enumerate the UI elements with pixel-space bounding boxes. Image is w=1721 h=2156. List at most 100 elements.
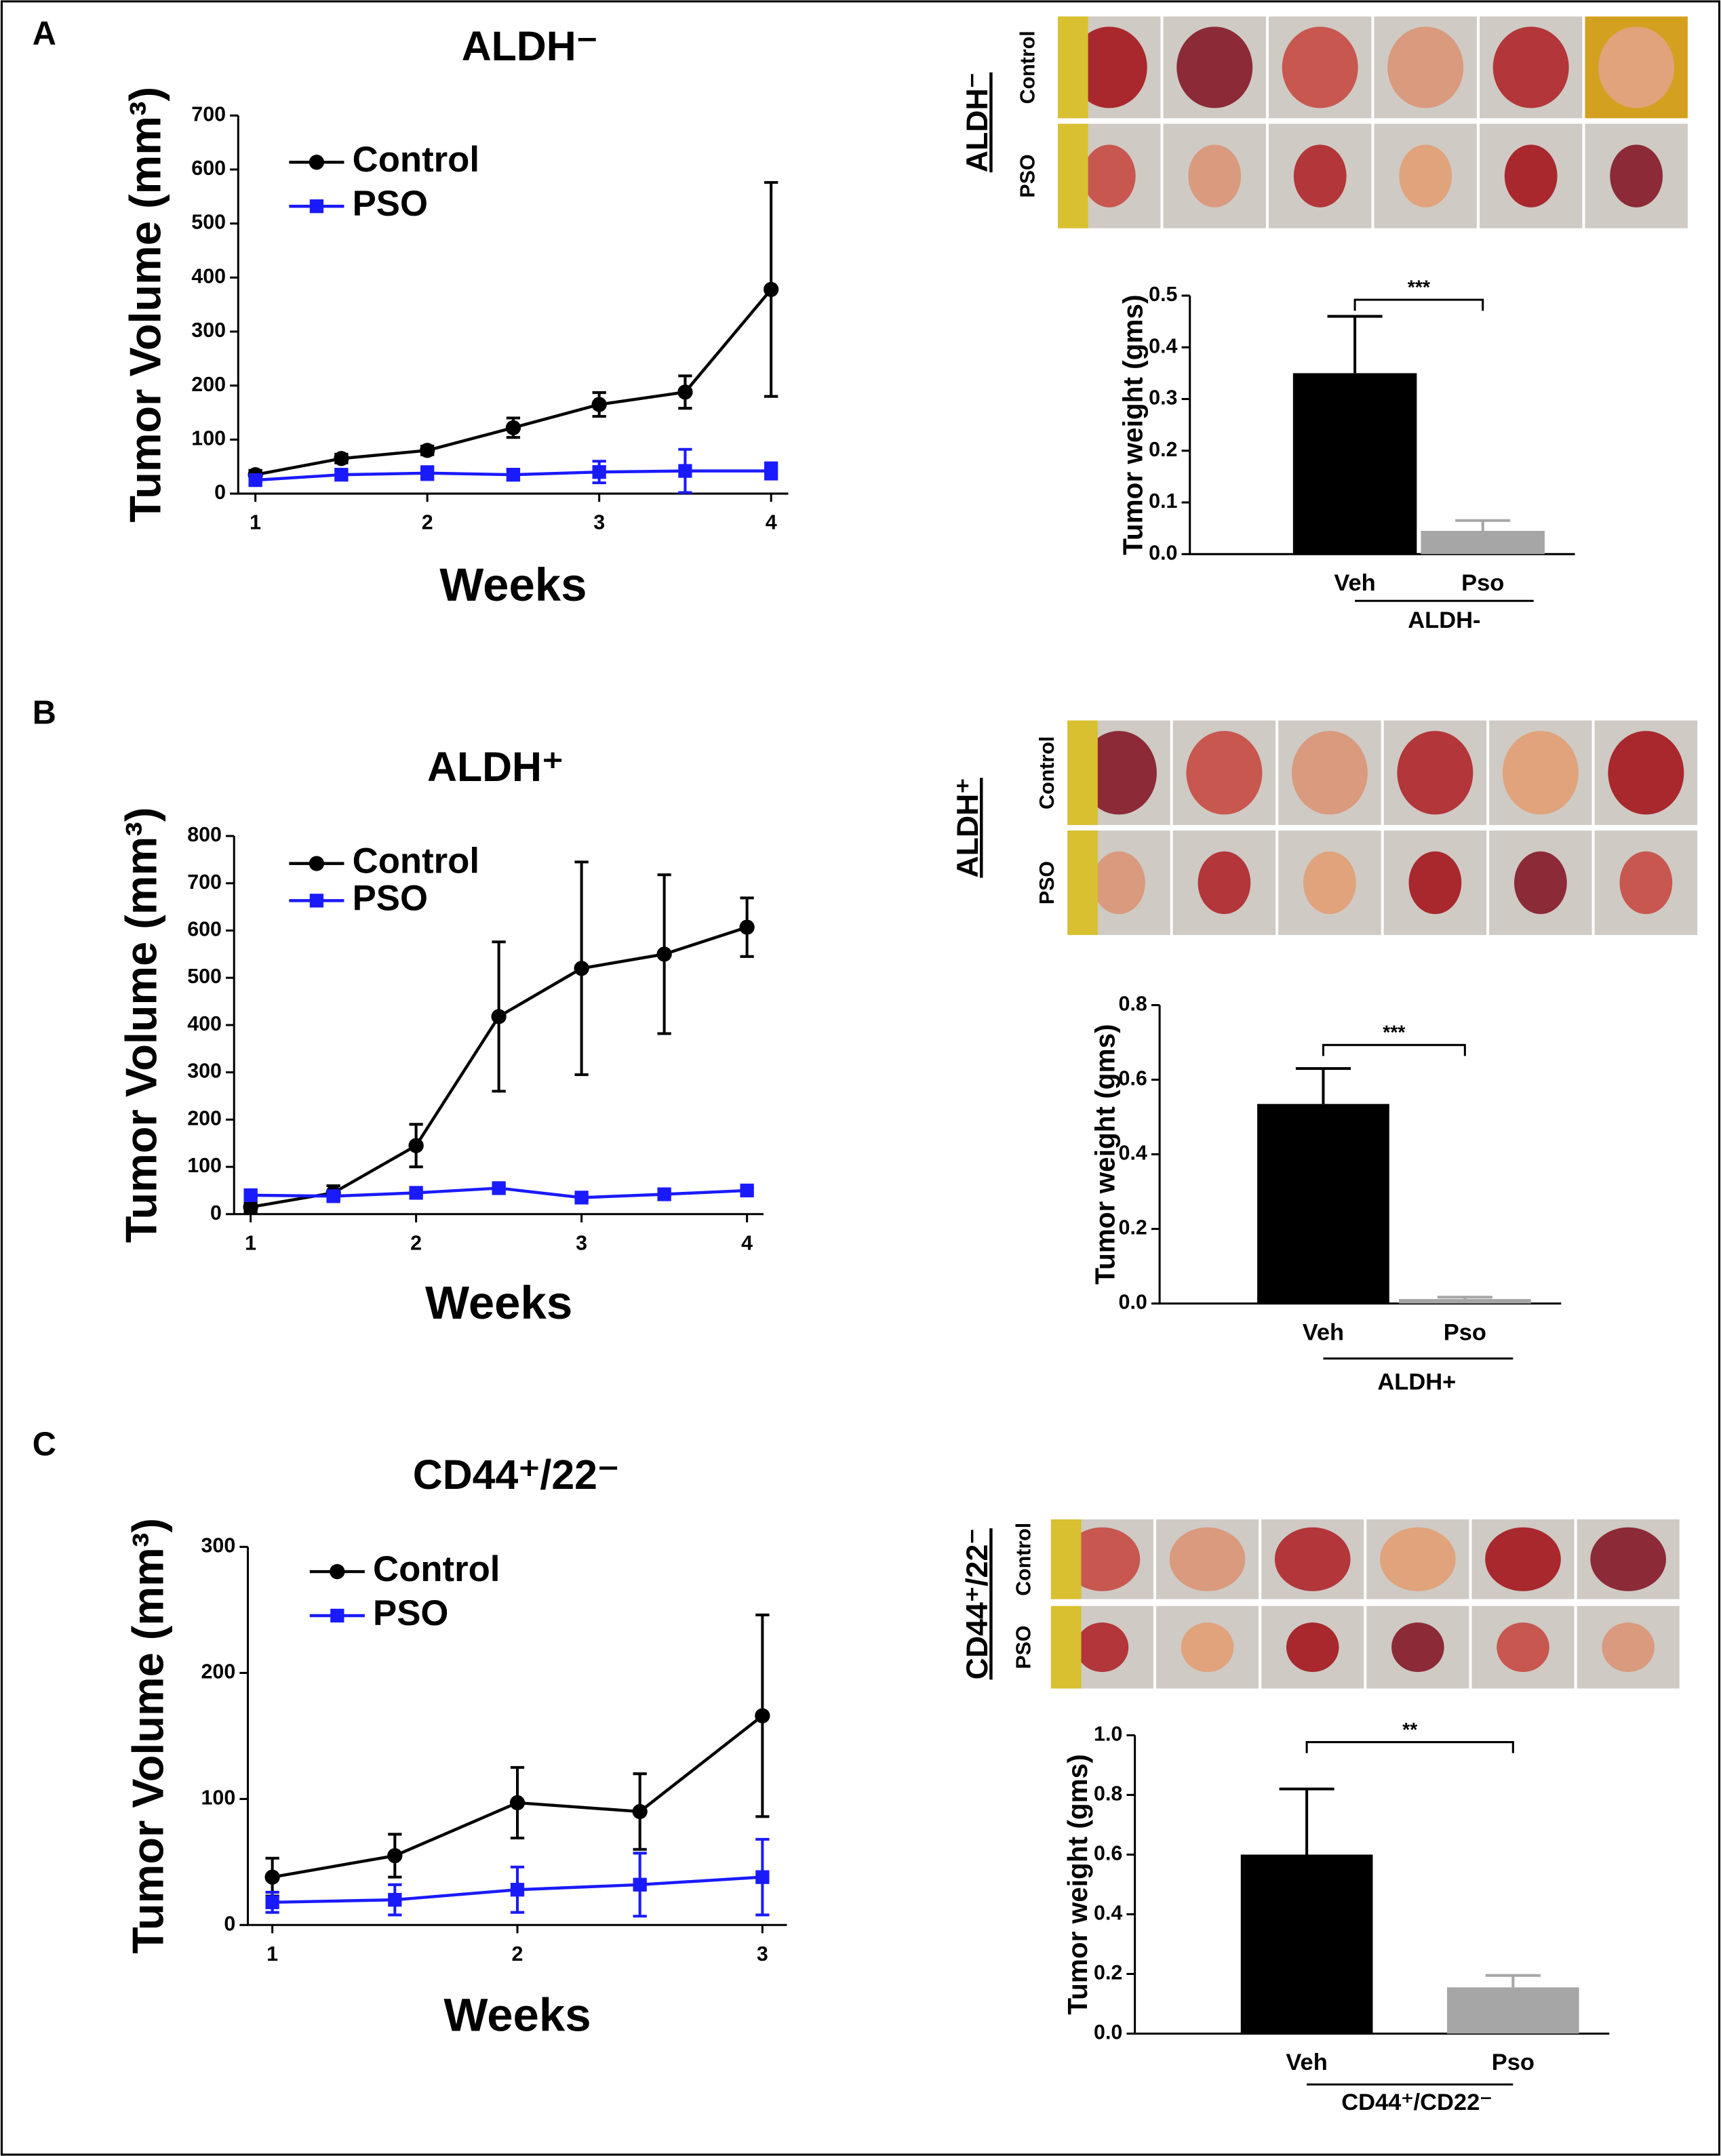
y-tick-label: 700 [187,871,222,894]
tumor [1514,851,1567,915]
bar [1421,530,1545,555]
y-tick-label: 400 [191,264,226,287]
y-tick-label: 0.0 [1149,541,1177,564]
tumor [1408,851,1462,915]
ruler [1067,720,1098,825]
legend-marker [330,1563,345,1580]
legend-marker [309,155,325,170]
tumor [1619,851,1673,915]
data-point [387,1848,403,1864]
x-tick-label: 3 [593,511,605,534]
data-point [492,1181,506,1195]
y-tick-label: 0 [224,1912,235,1935]
y-tick-label: 100 [201,1786,236,1809]
x-tick-label: Pso [1492,2050,1535,2075]
data-point [764,464,778,478]
data-point [243,1188,258,1203]
data-point [755,1870,770,1884]
data-point [739,919,755,935]
data-point [243,1199,258,1215]
bar [1292,373,1417,555]
tumor [1198,851,1251,915]
tumor [1380,1527,1456,1591]
y-axis-label: Tumor Volume (mm³) [123,1518,173,1954]
y-tick-label: 0.0 [1119,1291,1147,1314]
y-tick-label: 0.2 [1119,1216,1147,1239]
x-tick-label: 2 [422,511,433,534]
tumor [1092,851,1145,915]
data-point [592,465,606,479]
data-point [334,468,349,482]
bar [1398,1299,1531,1304]
data-point [591,397,607,412]
data-point [656,946,672,962]
data-point [248,473,262,487]
y-tick-label: 0.3 [1149,386,1177,410]
y-tick-label: 0.4 [1149,334,1177,357]
y-tick-label: 1.0 [1094,1722,1122,1745]
y-axis-label: Tumor Volume (mm³) [121,87,170,523]
data-point [632,1803,648,1820]
group-label: ALDH+ [1377,1369,1456,1395]
tumor [1169,1527,1246,1591]
y-tick-label: 100 [187,1154,222,1177]
data-point [740,1183,754,1198]
group-label: ALDH- [1408,607,1480,633]
tumor [1492,26,1569,108]
panel-letter: C [33,1426,56,1462]
legend-label: PSO [353,184,428,224]
tumor [1602,1622,1655,1673]
panel-letter: B [33,694,56,731]
significance-bracket [1305,1741,1514,1753]
significance-bracket [1353,298,1484,311]
data-point [509,1795,526,1811]
photo-row-label: PSO [1016,154,1039,197]
group-label: CD44⁺/CD22⁻ [1341,2090,1492,2115]
significance-label: *** [1408,277,1431,298]
photo-panel-title: CD44⁺/22⁻ [961,1528,994,1679]
data-point [510,1883,525,1897]
x-tick-label: Veh [1303,1319,1344,1345]
chart-title: CD44⁺/22⁻ [413,1452,619,1498]
tumor [1485,1527,1561,1591]
tumor [1071,26,1147,108]
ruler [1067,830,1098,936]
y-tick-label: 400 [187,1012,222,1035]
y-tick-label: 500 [191,211,226,234]
y-tick-label: 0.2 [1094,1961,1122,1984]
tumor [1286,1622,1339,1673]
tumor [1598,26,1675,108]
legend-label: Control [353,140,479,180]
tumor [1075,1622,1129,1673]
legend-label: Control [353,841,479,881]
y-tick-label: 300 [191,319,226,342]
y-tick-label: 300 [201,1534,236,1557]
data-point [420,466,435,480]
y-tick-label: 0.8 [1094,1782,1122,1805]
legend-label: Control [373,1549,500,1589]
y-tick-label: 200 [191,373,226,396]
x-tick-label: 4 [766,511,777,534]
significance-label: ** [1402,1719,1418,1741]
tumor [1608,731,1684,815]
tumor [1293,144,1347,207]
bar [1446,1987,1579,2034]
data-point [420,443,435,458]
x-tick-label: 1 [250,511,261,534]
tumor [1399,144,1452,207]
tumor [1502,731,1579,815]
legend-marker [309,856,325,871]
photo-row-label: PSO [1012,1626,1035,1669]
x-axis-label: Weeks [439,559,587,611]
significance-label: *** [1383,1022,1406,1044]
tumor [1080,731,1157,815]
y-tick-label: 0.4 [1094,1901,1122,1924]
tumor [1391,1622,1444,1673]
tumor [1504,144,1558,207]
x-tick-label: Pso [1461,570,1504,596]
tumor [1176,26,1253,108]
tumor [1387,26,1464,108]
y-tick-label: 0.8 [1119,993,1147,1016]
y-tick-label: 0.5 [1149,283,1177,306]
